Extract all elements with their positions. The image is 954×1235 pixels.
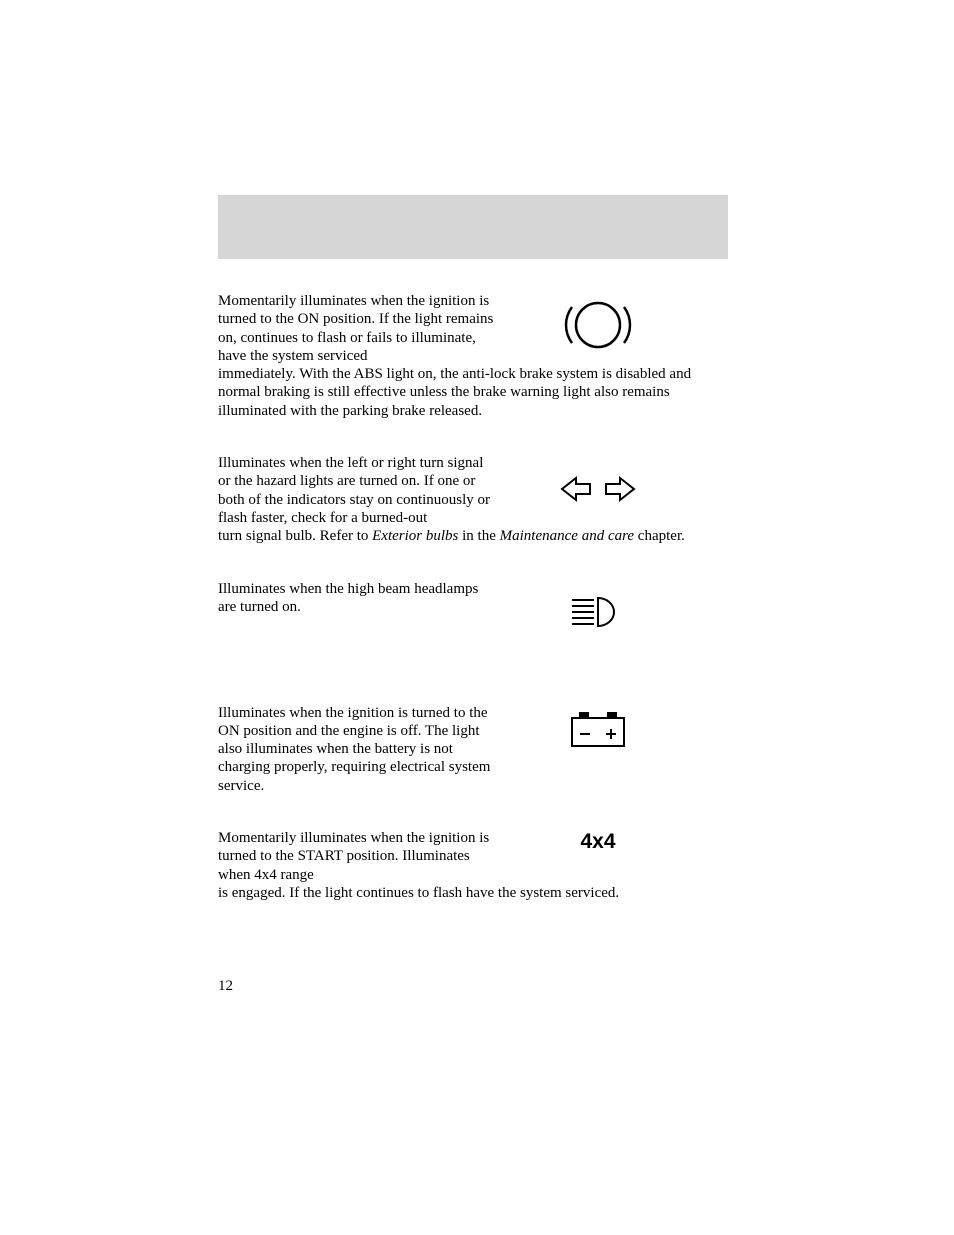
fourx4-label: 4x4 (580, 829, 615, 855)
section-charging: Illuminates when the ignition is turned … (218, 704, 728, 795)
ts-ref2: Maintenance and care (500, 528, 634, 544)
manual-page: Momentarily illuminates when the ignitio… (0, 0, 954, 1235)
section-4x4: 4x4 Momentarily illuminates when the ign… (218, 829, 728, 902)
turn-signal-text-full: turn signal bulb. Refer to Exterior bulb… (218, 527, 728, 545)
page-content: Momentarily illuminates when the ignitio… (218, 292, 728, 936)
turn-signal-text-narrow: Illuminates when the left or right turn … (218, 454, 498, 527)
turn-signal-icon (538, 474, 658, 504)
high-beam-icon (538, 592, 658, 632)
ts-suffix: chapter. (634, 528, 685, 544)
page-number: 12 (218, 978, 233, 995)
high-beam-text: Illuminates when the high beam headlamps… (218, 580, 498, 617)
fourx4-icon: 4x4 (538, 829, 658, 855)
ts-mid: in the (458, 528, 499, 544)
charging-text: Illuminates when the ignition is turned … (218, 704, 498, 795)
abs-text-narrow: Momentarily illuminates when the ignitio… (218, 292, 498, 365)
ts-ref1: Exterior bulbs (372, 528, 458, 544)
ts-prefix: turn signal bulb. Refer to (218, 528, 372, 544)
section-high-beam: Illuminates when the high beam headlamps… (218, 580, 728, 670)
abs-text-full: immediately. With the ABS light on, the … (218, 365, 728, 420)
fourx4-text-narrow: Momentarily illuminates when the ignitio… (218, 829, 498, 884)
battery-icon (538, 708, 658, 752)
header-bar (218, 195, 728, 259)
section-turn-signal: Illuminates when the left or right turn … (218, 454, 728, 545)
section-abs: Momentarily illuminates when the ignitio… (218, 292, 728, 420)
abs-icon (538, 294, 658, 356)
fourx4-text-full: is engaged. If the light continues to fl… (218, 884, 728, 902)
